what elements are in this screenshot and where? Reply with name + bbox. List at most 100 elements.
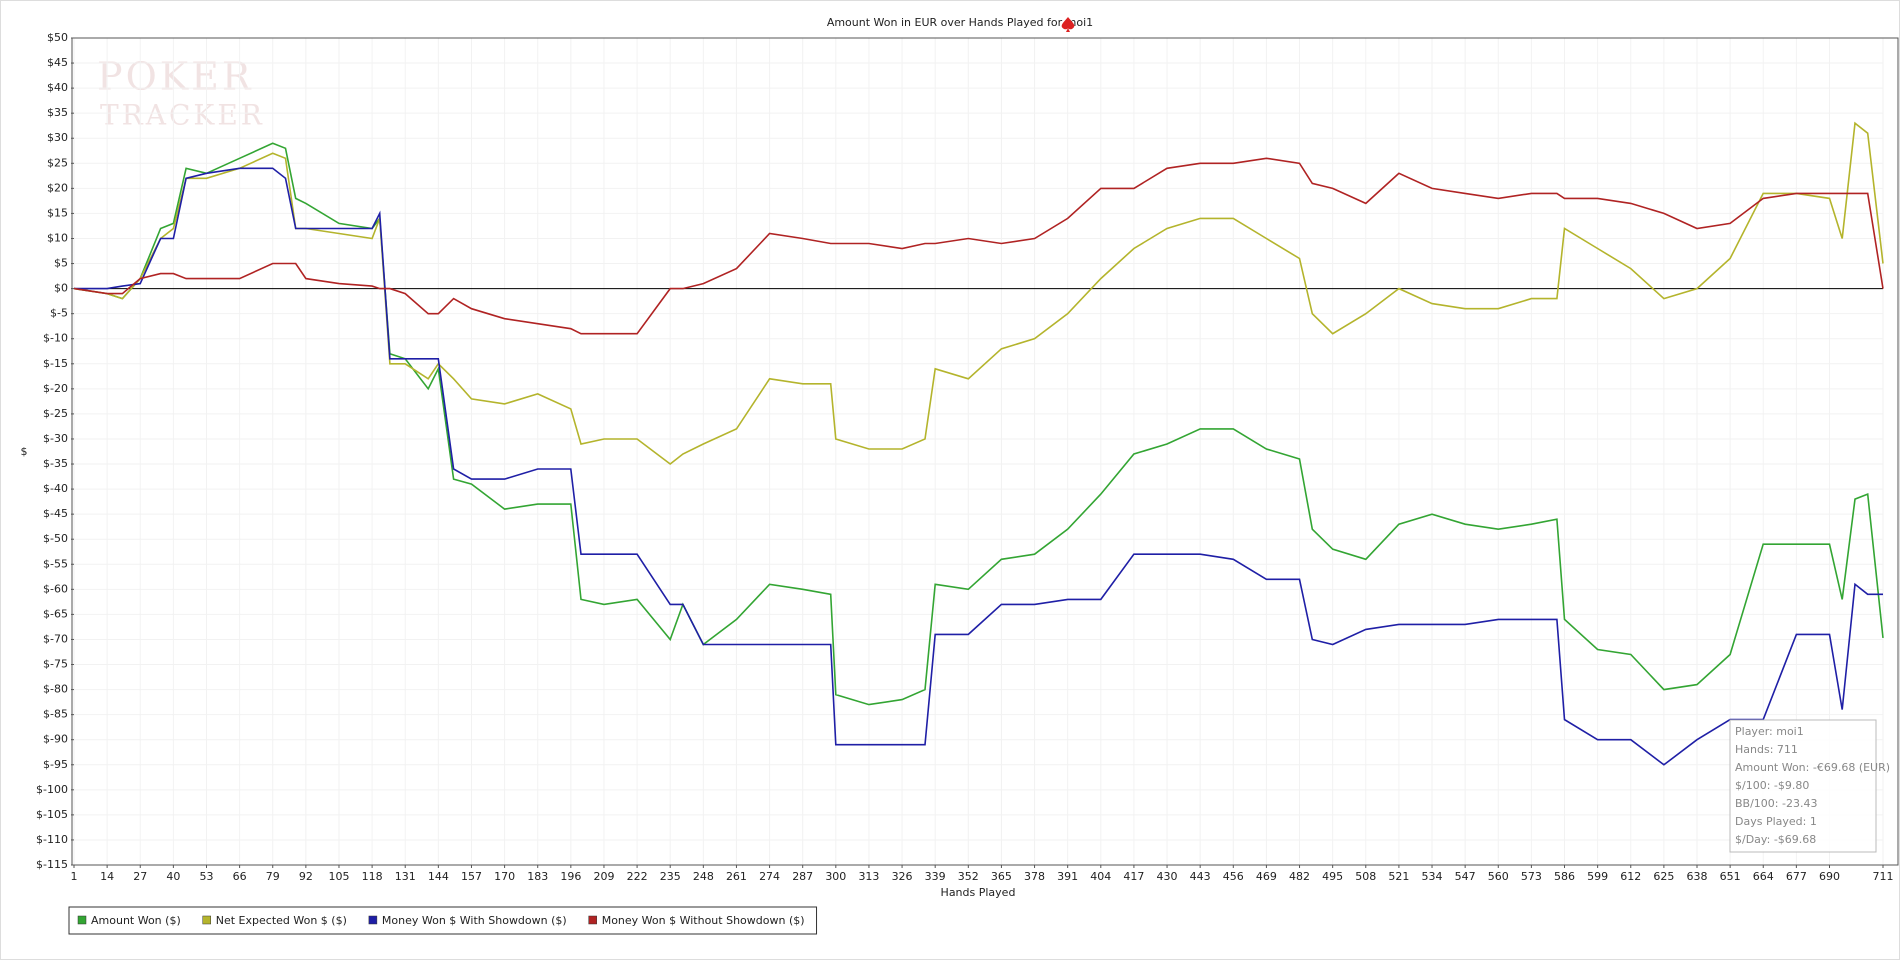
legend-label: Amount Won ($) [91, 914, 181, 927]
x-tick-label: 378 [1024, 870, 1045, 883]
axes: $50 $45 $40 $35 $30 $25 $20 $15 $10 $5 $0 $-5 $-10 $-… [36, 31, 1893, 883]
y-tick-label: $25 [47, 156, 68, 169]
info-line: Days Played: 1 [1735, 815, 1817, 828]
y-tick-label: $50 [47, 31, 68, 44]
y-tick-label: $-105 [36, 808, 68, 821]
x-tick-label: 66 [233, 870, 247, 883]
x-tick-label: 339 [925, 870, 946, 883]
chart-title: Amount Won in EUR over Hands Played for … [827, 16, 1093, 29]
y-tick-label: $10 [47, 231, 68, 244]
x-tick-label: 391 [1057, 870, 1078, 883]
legend-swatch [202, 915, 211, 925]
y-tick-label: $-80 [43, 683, 68, 696]
y-tick-label: $-95 [43, 758, 68, 771]
legend-label: Money Won $ With Showdown ($) [382, 914, 567, 927]
x-tick-label: 625 [1653, 870, 1674, 883]
x-tick-label: 612 [1620, 870, 1641, 883]
x-tick-label: 456 [1223, 870, 1244, 883]
x-tick-label: 560 [1488, 870, 1509, 883]
y-tick-label: $45 [47, 56, 68, 69]
y-tick-label: $-40 [43, 482, 68, 495]
x-tick-label: 183 [527, 870, 548, 883]
x-tick-label: 690 [1819, 870, 1840, 883]
y-tick-label: $-55 [43, 557, 68, 570]
y-tick-label: $15 [47, 206, 68, 219]
x-tick-label: 352 [958, 870, 979, 883]
lines [73, 121, 1884, 766]
legend-label: Net Expected Won $ ($) [216, 914, 347, 927]
x-tick-label: 469 [1256, 870, 1277, 883]
legend-label: Money Won $ Without Showdown ($) [602, 914, 805, 927]
series-line [74, 167, 1883, 766]
x-tick-label: 40 [166, 870, 180, 883]
y-tick-label: $5 [54, 257, 68, 270]
x-tick-label: 222 [627, 870, 648, 883]
x-tick-label: 677 [1786, 870, 1807, 883]
x-tick-label: 521 [1388, 870, 1409, 883]
x-tick-label: 547 [1455, 870, 1476, 883]
y-tick-label: $-20 [43, 382, 68, 395]
x-tick-label: 118 [362, 870, 383, 883]
x-tick-label: 443 [1190, 870, 1211, 883]
x-tick-label: 430 [1157, 870, 1178, 883]
info-line: $/Day: -$69.68 [1735, 833, 1816, 846]
x-tick-label: 365 [991, 870, 1012, 883]
info-line: Hands: 711 [1735, 743, 1798, 756]
info-line: Amount Won: -€69.68 (EUR) [1735, 761, 1890, 774]
x-tick-label: 105 [328, 870, 349, 883]
y-tick-label: $-45 [43, 507, 68, 520]
legend-swatch [588, 915, 597, 925]
x-tick-label: 313 [858, 870, 879, 883]
x-tick-label: 14 [100, 870, 114, 883]
x-tick-label: 261 [726, 870, 747, 883]
grid [73, 37, 1884, 866]
x-tick-label: 157 [461, 870, 482, 883]
x-tick-label: 599 [1587, 870, 1608, 883]
info-line: Player: moi1 [1735, 725, 1804, 738]
y-tick-label: $-115 [36, 858, 68, 871]
x-tick-label: 274 [759, 870, 780, 883]
info-line: $/100: -$9.80 [1735, 779, 1809, 792]
y-tick-label: $-60 [43, 582, 68, 595]
y-tick-label: $35 [47, 106, 68, 119]
y-tick-label: $-10 [43, 332, 68, 345]
x-tick-label: 664 [1753, 870, 1774, 883]
y-tick-label: $-25 [43, 407, 68, 420]
x-tick-label: 170 [494, 870, 515, 883]
legend-swatch [77, 915, 87, 925]
y-tick-label: $-75 [43, 658, 68, 671]
plot-frame [71, 37, 1899, 866]
x-tick-label: 495 [1322, 870, 1343, 883]
info-box-frame [1729, 719, 1877, 853]
x-tick-label: 196 [560, 870, 581, 883]
x-tick-label: 92 [299, 870, 313, 883]
y-tick-label: $-30 [43, 432, 68, 445]
watermark: POKER [97, 55, 253, 99]
legend-swatch [368, 915, 378, 925]
x-tick-label: 404 [1090, 870, 1111, 883]
legend: Amount Won ($) Net Expected Won $ ($) Mone… [68, 906, 818, 935]
y-tick-label: $-70 [43, 632, 68, 645]
y-tick-label: $-5 [50, 307, 68, 320]
y-tick-label: $-85 [43, 708, 68, 721]
series-line [73, 157, 1884, 335]
x-tick-label: 482 [1289, 870, 1310, 883]
y-tick-label: $-15 [43, 357, 68, 370]
legend-frame [68, 906, 818, 935]
y-tick-label: $-50 [43, 532, 68, 545]
x-tick-label: 79 [266, 870, 280, 883]
x-tick-label: 417 [1123, 870, 1144, 883]
x-tick-label: 287 [792, 870, 813, 883]
x-tick-label: 711 [1873, 870, 1894, 883]
y-tick-label: $-110 [36, 833, 68, 846]
x-tick-label: 235 [660, 870, 681, 883]
x-tick-label: 300 [825, 870, 846, 883]
x-tick-label: 53 [199, 870, 213, 883]
y-tick-label: $20 [47, 181, 68, 194]
y-axis-label: $ [21, 445, 28, 458]
x-tick-label: 1 [71, 870, 78, 883]
info-box: Player: moi1 Hands: 711 Amount Won: -€69.6… [1729, 719, 1890, 853]
x-axis-label: Hands Played [941, 886, 1016, 899]
